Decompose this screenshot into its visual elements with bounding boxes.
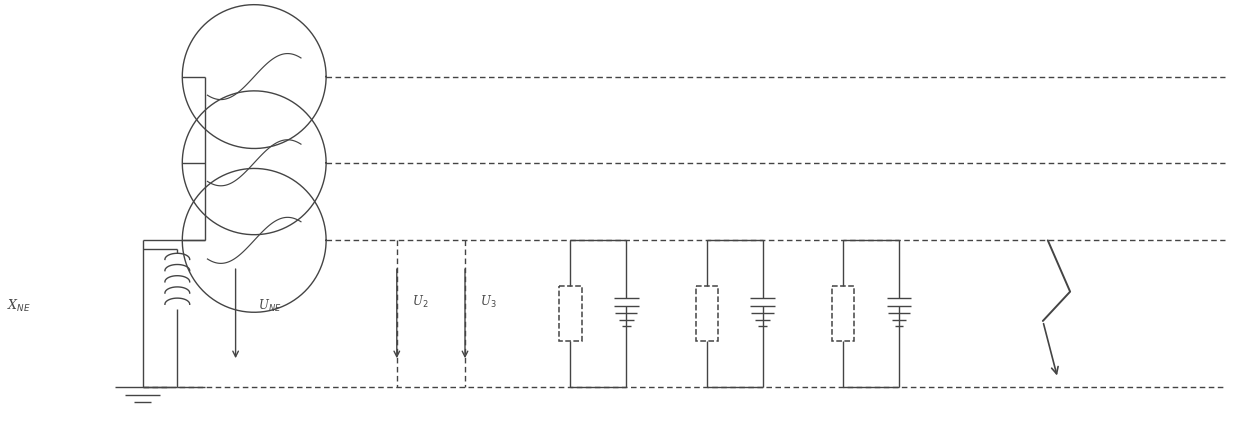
Text: U$_{NE}$: U$_{NE}$ xyxy=(258,297,281,313)
FancyBboxPatch shape xyxy=(832,286,854,342)
Text: U$_2$: U$_2$ xyxy=(412,293,428,309)
FancyBboxPatch shape xyxy=(696,286,718,342)
Text: U$_3$: U$_3$ xyxy=(480,293,496,309)
FancyBboxPatch shape xyxy=(559,286,582,342)
Text: X$_{NE}$: X$_{NE}$ xyxy=(6,297,31,313)
